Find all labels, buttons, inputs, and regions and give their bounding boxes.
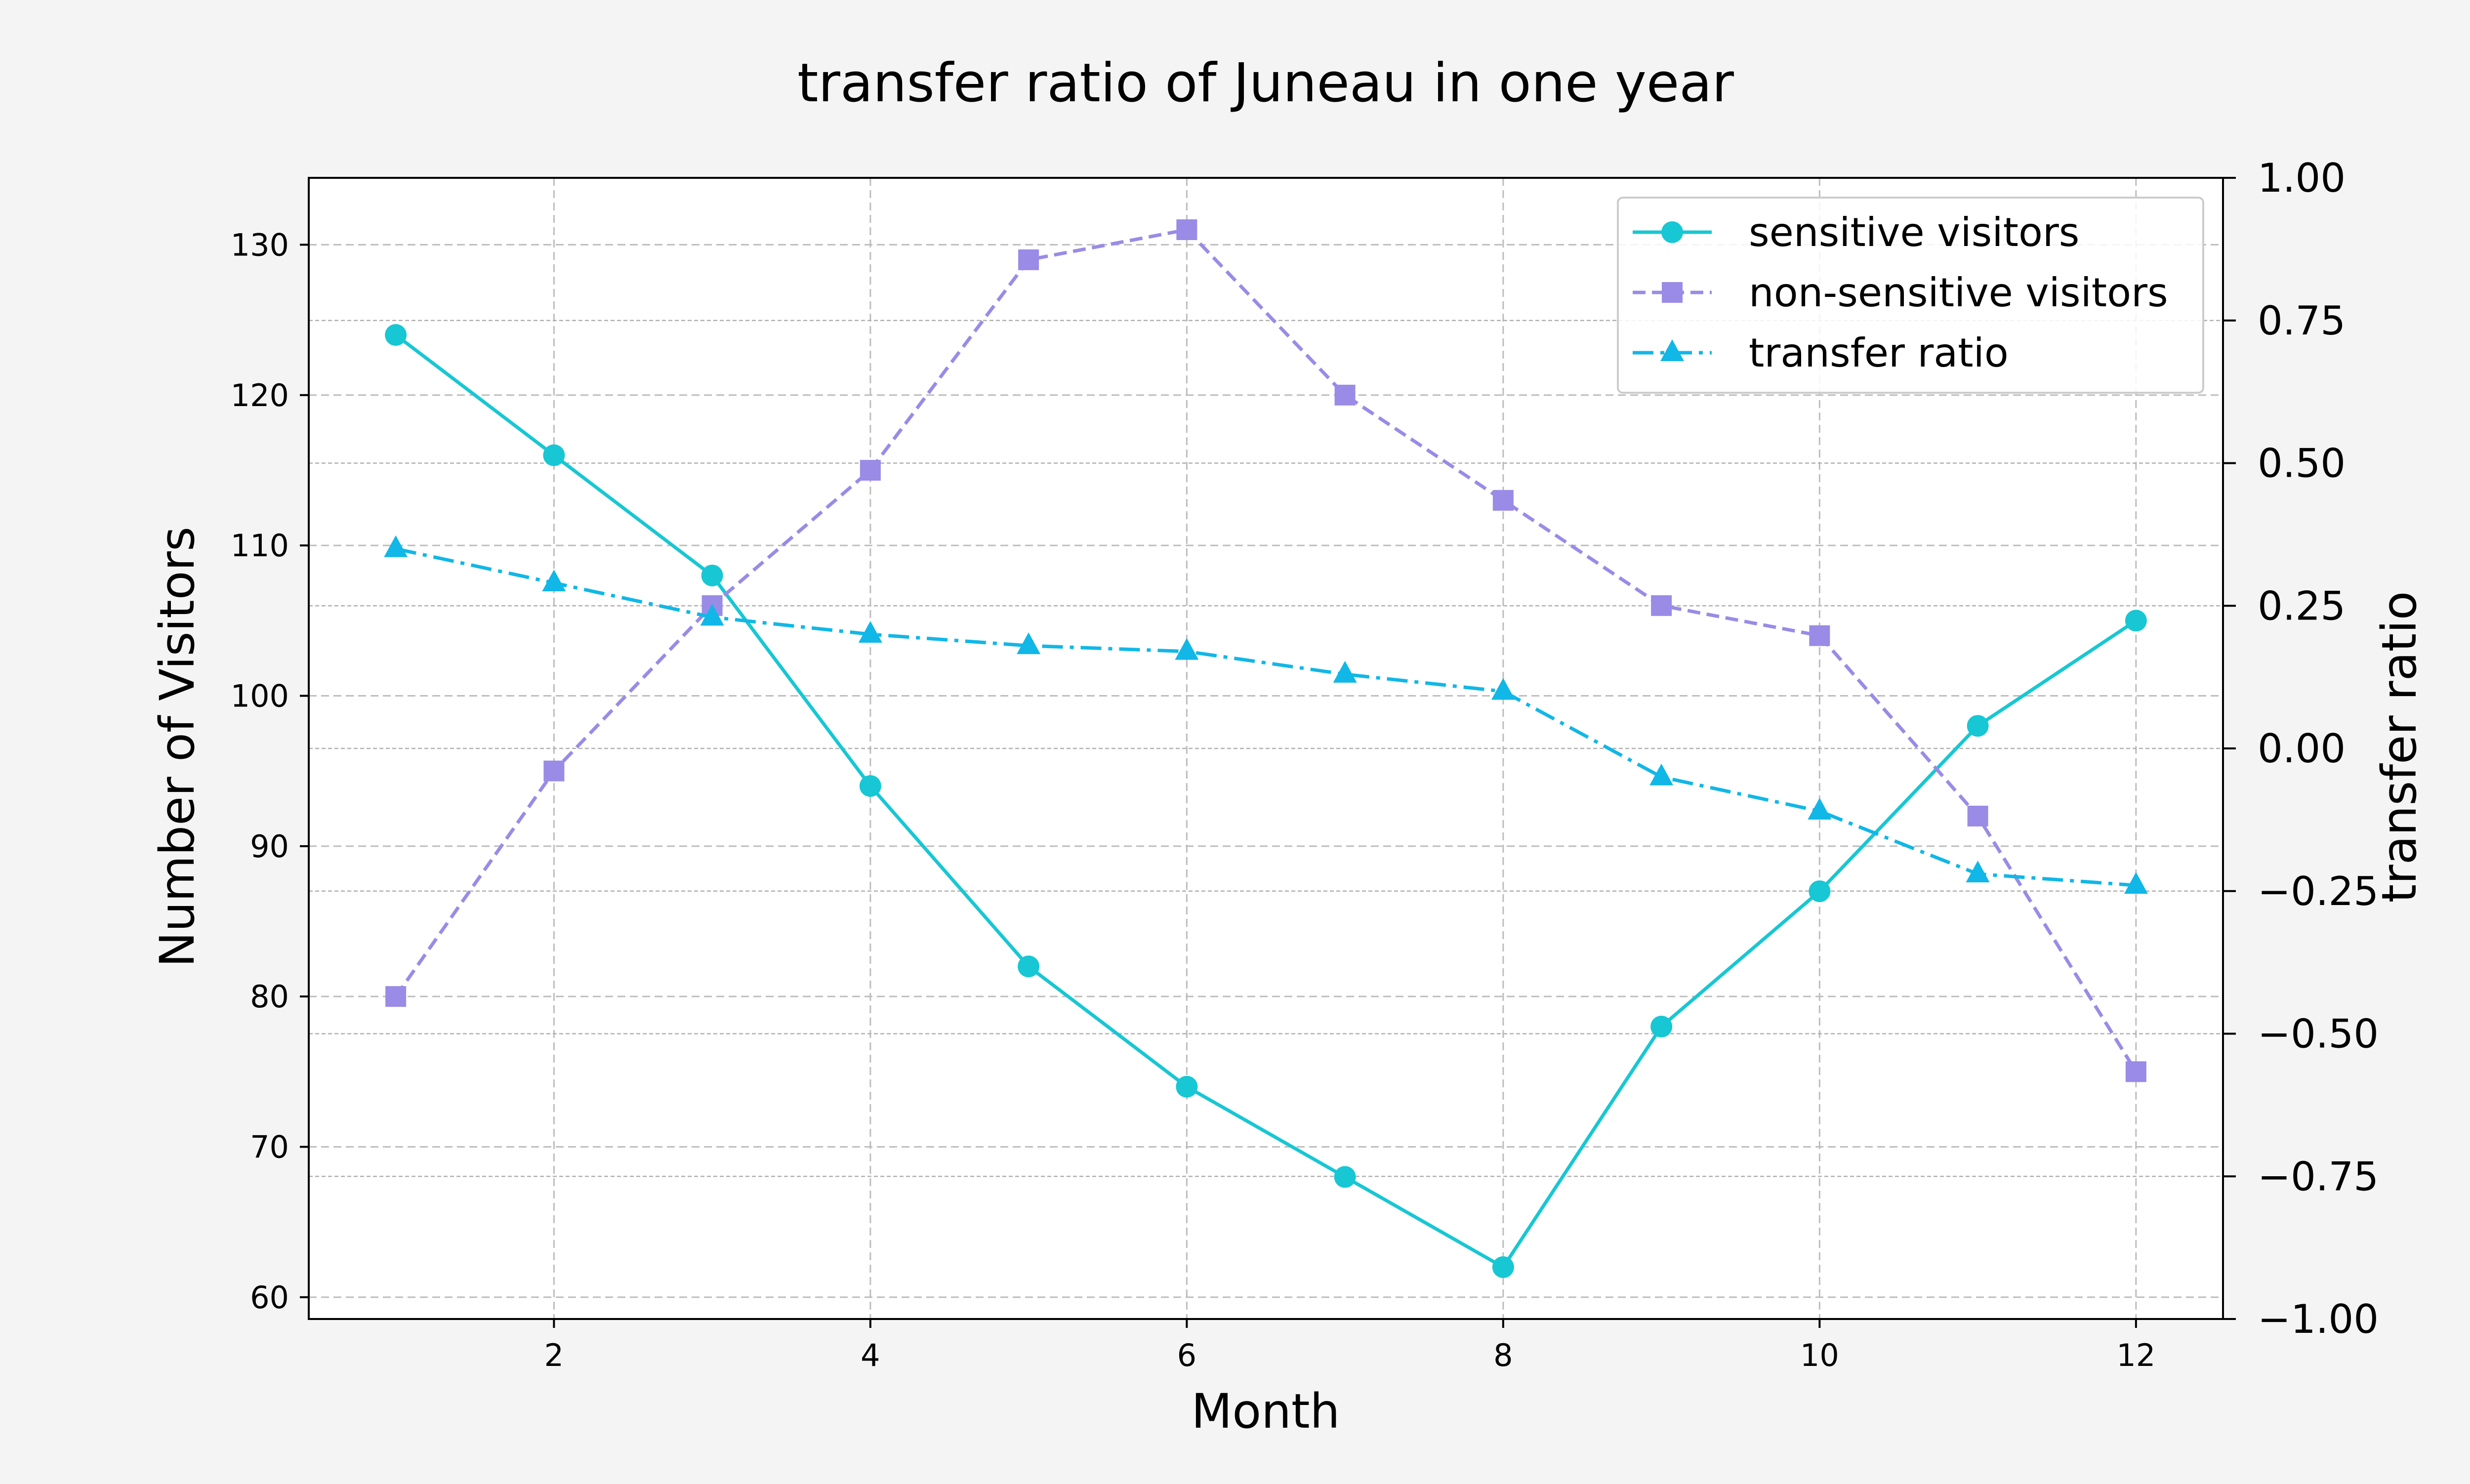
data-point bbox=[1333, 660, 1357, 683]
data-point bbox=[1175, 638, 1199, 660]
data-point bbox=[384, 535, 408, 557]
y2-tick-label: 0.50 bbox=[2258, 441, 2346, 487]
data-point bbox=[1966, 861, 1990, 883]
data-point bbox=[1492, 1256, 1514, 1278]
data-series bbox=[384, 219, 2148, 1278]
y-tick-label: 80 bbox=[250, 979, 289, 1015]
data-point bbox=[1649, 763, 1674, 785]
data-point bbox=[1018, 249, 1039, 270]
series-line bbox=[394, 228, 2138, 1073]
data-point bbox=[1808, 798, 1832, 820]
series-line bbox=[394, 333, 2137, 1269]
data-point bbox=[385, 324, 407, 346]
data-point bbox=[1651, 595, 1672, 616]
data-point bbox=[543, 444, 565, 466]
data-point bbox=[2125, 610, 2147, 632]
data-point bbox=[1809, 880, 1831, 903]
series-non-sensitive-visitors bbox=[385, 219, 2146, 1082]
y-tick-label: 110 bbox=[231, 528, 289, 564]
data-point bbox=[860, 459, 881, 481]
axes: 2 4 6 8 10 12 60 70 80 90 100 110 120 130 −1.00 −0.75 −0… bbox=[231, 155, 2379, 1373]
y2-tick-label: 0.00 bbox=[2258, 726, 2346, 772]
legend-marker bbox=[1661, 221, 1683, 243]
legend-box bbox=[1617, 197, 2204, 394]
legend-label: sensitive visitors bbox=[1749, 209, 2079, 255]
y2-tick-label: 0.75 bbox=[2258, 298, 2346, 344]
data-point bbox=[1017, 632, 1041, 655]
y2-tick-label: −0.50 bbox=[2258, 1011, 2379, 1057]
x-tick-label: 10 bbox=[1800, 1337, 1839, 1373]
x-tick-label: 12 bbox=[2116, 1337, 2155, 1373]
y2-tick-label: −0.75 bbox=[2258, 1154, 2379, 1199]
legend-marker bbox=[1662, 282, 1683, 303]
x-tick-label: 2 bbox=[544, 1337, 564, 1373]
data-point bbox=[2125, 1061, 2146, 1082]
data-point bbox=[1491, 678, 1515, 700]
data-point bbox=[542, 570, 566, 592]
data-point bbox=[701, 565, 723, 586]
data-point bbox=[1334, 1166, 1356, 1188]
legend-marker bbox=[1660, 339, 1684, 361]
data-point bbox=[1334, 384, 1356, 406]
chart-title: transfer ratio of Juneau in one year bbox=[797, 52, 1734, 114]
y-tick-label: 130 bbox=[231, 227, 289, 263]
data-point bbox=[859, 775, 881, 797]
y-axis-label: Number of Visitors bbox=[150, 527, 205, 967]
y-tick-label: 60 bbox=[250, 1279, 289, 1316]
series-transfer-ratio bbox=[384, 535, 2148, 894]
x-tick-label: 4 bbox=[861, 1337, 880, 1373]
data-point bbox=[700, 604, 724, 626]
y2-tick-label: 0.25 bbox=[2258, 583, 2346, 629]
legend: sensitive visitors non-sensitive visitors… bbox=[1617, 197, 2204, 394]
data-point bbox=[1809, 625, 1830, 646]
data-point bbox=[1967, 805, 1988, 826]
y2-tick-label: −1.00 bbox=[2258, 1296, 2379, 1342]
y2-axis-label: transfer ratio bbox=[2372, 591, 2427, 903]
y-tick-label: 90 bbox=[250, 828, 289, 865]
y-tick-label: 120 bbox=[231, 377, 289, 413]
y2-tick-label: 1.00 bbox=[2258, 155, 2346, 201]
y-tick-label: 100 bbox=[231, 678, 289, 714]
data-point bbox=[1650, 1016, 1673, 1038]
y2-tick-label: −0.25 bbox=[2258, 868, 2379, 914]
legend-label: non-sensitive visitors bbox=[1749, 270, 2168, 316]
x-tick-label: 6 bbox=[1177, 1337, 1196, 1373]
series-sensitive-visitors bbox=[385, 324, 2147, 1278]
data-point bbox=[1176, 219, 1197, 240]
x-tick-label: 8 bbox=[1493, 1337, 1513, 1373]
data-point bbox=[1492, 490, 1514, 511]
legend-label: transfer ratio bbox=[1749, 330, 2009, 376]
data-point bbox=[858, 621, 882, 643]
data-point bbox=[385, 986, 407, 1007]
x-axis-label: Month bbox=[1192, 1384, 1340, 1439]
data-point bbox=[1967, 715, 1989, 737]
data-point bbox=[543, 760, 565, 782]
data-point bbox=[1018, 955, 1040, 978]
data-point bbox=[1176, 1075, 1198, 1098]
data-point bbox=[2124, 872, 2148, 894]
y-tick-label: 70 bbox=[250, 1129, 289, 1165]
